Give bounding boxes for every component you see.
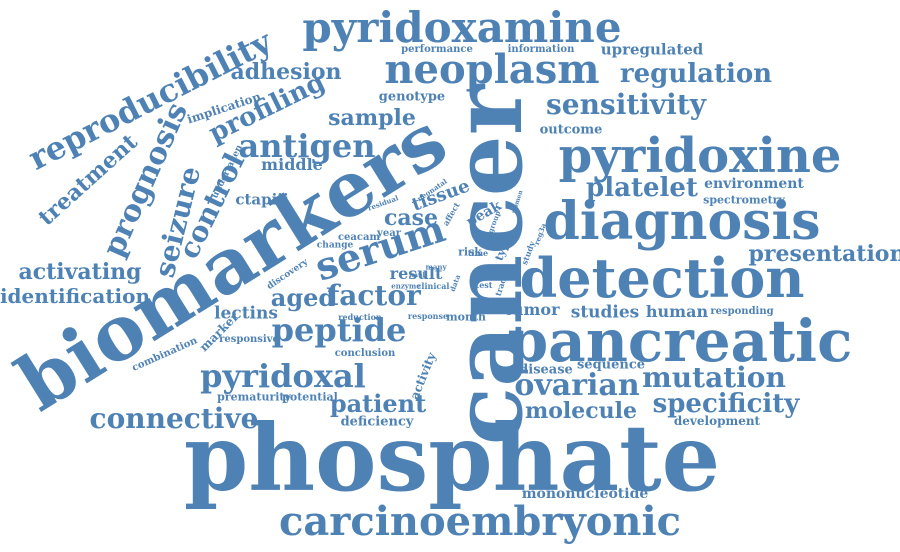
word-sequence: sequence <box>576 357 646 373</box>
word-molecule: molecule <box>524 398 638 424</box>
word-result: result <box>389 264 443 283</box>
word-potential: potential <box>282 390 338 404</box>
word-presentation: presentation <box>748 241 900 267</box>
word-peptide: peptide <box>271 311 407 349</box>
word-studies: studies <box>570 302 640 323</box>
word-pyridoxine: pyridoxine <box>558 128 842 184</box>
word-pyridoxamine: pyridoxamine <box>302 3 622 52</box>
word-lectins: lectins <box>214 303 278 324</box>
word-ceacam: ceacam <box>337 232 381 243</box>
word-identification: identification <box>0 284 151 308</box>
word-test: test <box>475 280 493 290</box>
word-upregulated: upregulated <box>600 40 704 59</box>
word-mutation: mutation <box>642 361 786 394</box>
word-mononucleotide: mononucleotide <box>521 486 649 502</box>
word-outcome: outcome <box>539 122 603 138</box>
word-reduction: reduction <box>338 312 382 322</box>
word-performance: performance <box>401 44 473 55</box>
word-responsive: responsive <box>219 334 279 345</box>
word-ctapiii: ctapiii <box>235 190 289 209</box>
word-disease: disease <box>519 362 573 378</box>
word-risk: risk <box>458 245 482 259</box>
word-case: case <box>383 205 439 231</box>
word-pancreatic: pancreatic <box>507 307 853 375</box>
word-neoplasm: neoplasm <box>384 46 600 93</box>
word-specificity: specificity <box>652 389 800 419</box>
word-ovarian: ovarian <box>514 368 640 403</box>
word-many: many <box>425 262 447 272</box>
word-platelet: platelet <box>586 173 698 203</box>
word-change: change <box>316 240 354 251</box>
word-prematurity: prematurity <box>217 390 291 404</box>
word-carcinoembryonic: carcinoembryonic <box>278 498 682 545</box>
word-cell: cell <box>478 233 498 244</box>
word-detection: detection <box>519 246 805 310</box>
word-level: level <box>409 272 425 279</box>
word-deficiency: deficiency <box>340 414 414 430</box>
word-genotype: genotype <box>378 89 446 105</box>
word-regulation: regulation <box>619 59 773 89</box>
word-responding: responding <box>710 306 774 317</box>
word-human: human <box>645 302 709 321</box>
word-response: response <box>407 311 449 321</box>
word-development: development <box>673 414 761 428</box>
word-time: time <box>467 248 489 258</box>
word-middle: middle <box>261 155 323 174</box>
word-sample: sample <box>328 105 416 131</box>
word-diagnosis: diagnosis <box>543 191 821 252</box>
word-patient: patient <box>329 389 427 418</box>
word-phosphate: phosphate <box>183 404 721 512</box>
word-tumor: tumor <box>504 300 560 319</box>
word-factor: factor <box>327 279 421 312</box>
word-connective: connective <box>89 402 259 435</box>
word-enzyme: enzyme <box>391 281 421 291</box>
word-adhesion: adhesion <box>230 59 342 85</box>
word-sensitivity: sensitivity <box>545 88 707 121</box>
word-spectrometry: spectrometry <box>703 193 785 207</box>
word-month: month <box>445 310 487 324</box>
word-year: year <box>377 228 401 239</box>
word-aged: aged <box>270 283 336 312</box>
word-environment: environment <box>704 176 804 192</box>
word-pyridoxal: pyridoxal <box>200 357 366 395</box>
word-antigen: antigen <box>238 127 376 165</box>
word-information: information <box>507 44 575 55</box>
word-conclusion: conclusion <box>334 348 396 359</box>
word-clinical: clinical <box>416 281 450 291</box>
word-activating: activating <box>18 259 142 285</box>
